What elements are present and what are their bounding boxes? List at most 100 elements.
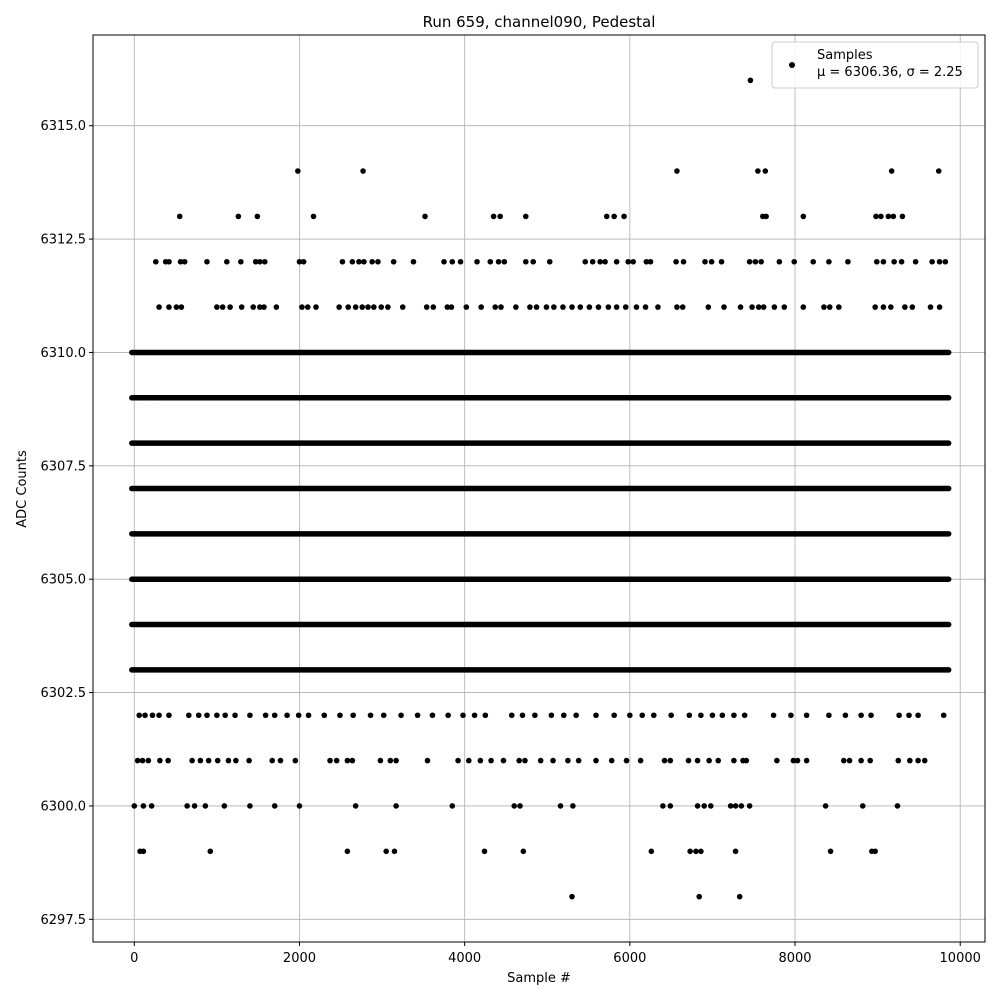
data-point	[387, 757, 394, 764]
data-point	[369, 258, 375, 265]
data-point	[826, 258, 832, 265]
data-point	[622, 304, 629, 310]
data-point	[915, 712, 921, 719]
data-point	[577, 304, 584, 310]
data-point	[557, 803, 564, 809]
data-point	[921, 757, 928, 764]
legend-box	[771, 41, 979, 89]
data-point	[178, 304, 185, 310]
data-point	[899, 213, 906, 220]
y-axis-label: ADC Counts	[15, 450, 30, 528]
data-point	[142, 712, 148, 719]
data-point	[490, 213, 497, 220]
data-point	[424, 757, 431, 764]
data-point	[747, 77, 754, 84]
data-point	[736, 893, 743, 900]
data-point	[455, 757, 461, 764]
data-point	[247, 712, 253, 719]
data-point	[674, 304, 680, 310]
legend-marker	[789, 62, 795, 68]
data-point	[642, 304, 649, 310]
data-point	[205, 757, 212, 764]
data-point	[156, 304, 162, 310]
data-point	[826, 304, 833, 310]
data-point	[393, 803, 399, 809]
data-point	[352, 803, 359, 809]
data-point	[299, 304, 305, 310]
data-point	[221, 803, 228, 809]
data-point	[365, 304, 371, 310]
data-point	[254, 213, 261, 220]
y-tick-label: 6302.5	[41, 686, 87, 701]
data-point	[423, 304, 430, 310]
data-point	[344, 757, 351, 764]
data-point	[349, 258, 356, 265]
data-point	[858, 712, 864, 719]
data-point	[693, 848, 699, 855]
data-point	[741, 712, 748, 719]
data-point	[927, 304, 934, 310]
data-point	[613, 258, 620, 265]
data-point	[611, 213, 617, 220]
data-point	[637, 757, 644, 764]
data-point	[186, 712, 192, 719]
data-point	[907, 757, 913, 764]
data-point	[356, 258, 362, 265]
data-point	[770, 712, 777, 719]
data-point	[537, 757, 544, 764]
data-point	[336, 304, 342, 310]
data-point	[680, 258, 687, 265]
data-point	[840, 757, 847, 764]
data-point	[247, 803, 253, 809]
data-point	[915, 757, 921, 764]
data-point	[894, 803, 901, 809]
data-point	[527, 304, 533, 310]
y-tick-label: 6300.0	[41, 799, 87, 814]
data-point	[214, 712, 220, 719]
data-point	[391, 848, 398, 855]
data-point	[304, 304, 311, 310]
data-point	[300, 258, 307, 265]
data-point	[685, 757, 692, 764]
data-point	[803, 757, 810, 764]
data-point	[530, 258, 537, 265]
data-point	[942, 258, 949, 265]
data-point	[821, 304, 827, 310]
data-point	[698, 712, 704, 719]
data-point	[449, 803, 456, 809]
data-point	[880, 258, 887, 265]
data-point	[463, 304, 470, 310]
data-point	[597, 258, 603, 265]
data-point	[166, 258, 172, 265]
data-point	[718, 258, 725, 265]
data-point	[906, 712, 912, 719]
x-tick-label: 4000	[448, 951, 481, 966]
data-point	[138, 395, 144, 401]
data-point	[345, 304, 352, 310]
data-point	[321, 712, 328, 719]
data-point	[145, 757, 152, 764]
data-point	[449, 258, 456, 265]
data-point	[763, 213, 769, 220]
data-point	[543, 304, 550, 310]
data-point	[238, 304, 245, 310]
data-point	[738, 803, 745, 809]
data-point	[731, 712, 737, 719]
x-axis-label: Sample #	[507, 971, 571, 986]
data-point	[800, 304, 807, 310]
data-point	[139, 757, 146, 764]
data-point	[337, 712, 343, 719]
data-point	[481, 848, 488, 855]
data-point	[929, 258, 935, 265]
data-point	[156, 712, 162, 719]
data-point	[184, 803, 190, 809]
data-point	[679, 304, 686, 310]
data-point	[305, 712, 312, 719]
data-point	[810, 258, 817, 265]
data-point	[548, 712, 555, 719]
data-point	[560, 304, 566, 310]
data-point	[214, 757, 221, 764]
data-point	[621, 213, 627, 220]
data-point	[896, 712, 902, 719]
data-point	[878, 213, 884, 220]
